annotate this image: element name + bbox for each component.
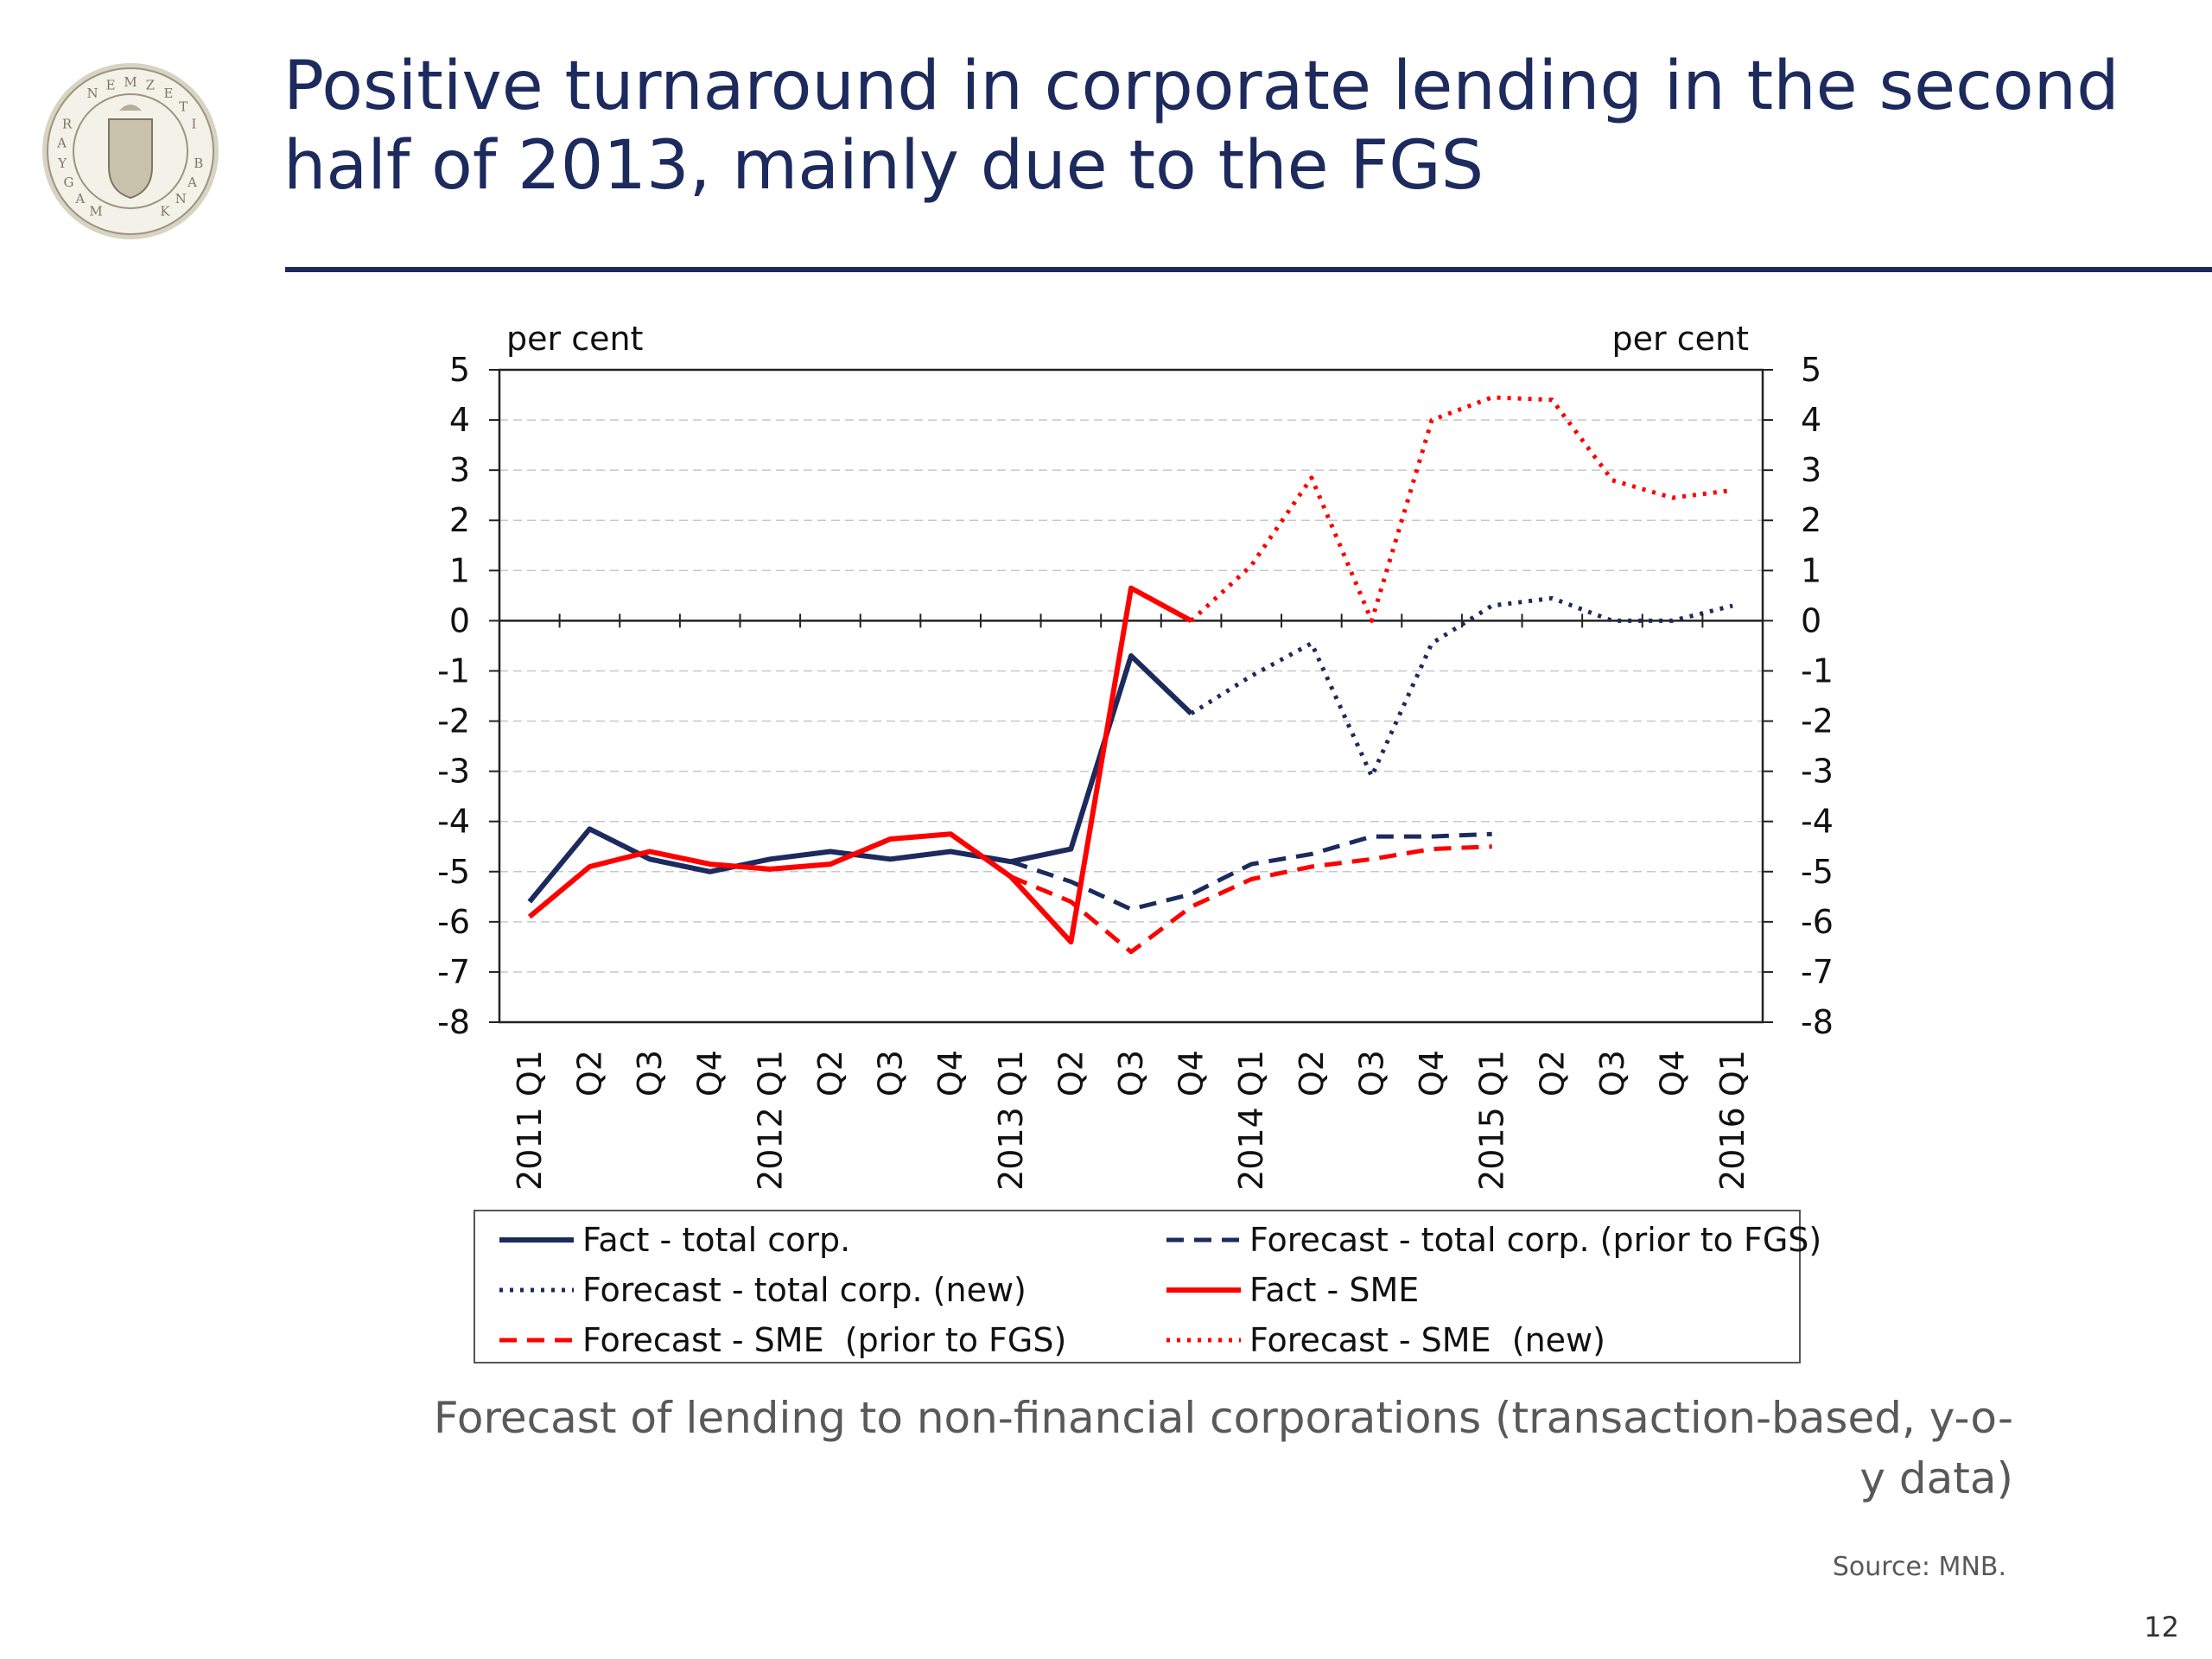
x-tick-label: Q4 <box>1413 1050 1451 1096</box>
legend-item: Forecast - total corp. (new) <box>498 1268 1027 1312</box>
y-tick-label-left: 3 <box>449 451 470 489</box>
series-line-1 <box>1010 831 1492 912</box>
y-tick-label-left: 4 <box>449 401 470 439</box>
y-tick-label-left: -5 <box>437 853 470 891</box>
x-tick-label: Q4 <box>1173 1050 1211 1096</box>
y-tick-label-right: -5 <box>1801 853 1834 891</box>
series-line-4 <box>1009 844 1492 955</box>
series-line-5 <box>1189 395 1733 623</box>
x-tick-label: Q3 <box>1593 1050 1631 1096</box>
series-line-3 <box>527 585 1193 945</box>
legend-item: Forecast - SME (new) <box>1165 1319 1605 1362</box>
y-tick-label-left: 5 <box>449 351 470 389</box>
x-tick-label: 2014 Q1 <box>1232 1050 1270 1191</box>
y-tick-label-left: -1 <box>437 652 470 690</box>
x-tick-label: Q4 <box>691 1050 729 1096</box>
legend-label: Forecast - SME (new) <box>1249 1321 1605 1359</box>
legend-label: Fact - SME <box>1249 1271 1420 1309</box>
x-tick-label: 2013 Q1 <box>992 1050 1030 1191</box>
legend-swatch <box>499 1287 574 1293</box>
y-tick-label-left: -7 <box>437 953 470 991</box>
slide-title: Positive turnaround in corporate lending… <box>283 48 2120 205</box>
plot-frame <box>498 368 1764 1024</box>
x-tick-label: Q2 <box>1293 1050 1331 1096</box>
page-number: 12 <box>2144 1611 2179 1643</box>
x-tick-label: Q2 <box>811 1050 849 1096</box>
legend-swatch <box>499 1237 574 1243</box>
y-tick-label-right: -7 <box>1801 953 1834 991</box>
x-tick-label: Q3 <box>1352 1050 1390 1096</box>
y-tick-label-left: -6 <box>437 903 470 941</box>
x-tick-label: Q4 <box>931 1050 969 1096</box>
y-tick-label-right: 3 <box>1801 451 1821 489</box>
x-tick-label: Q2 <box>1052 1050 1090 1096</box>
legend-item: Fact - SME <box>1165 1268 1419 1312</box>
legend-item: Forecast - total corp. (prior to FGS) <box>1165 1218 1821 1262</box>
y-axis-label-left: per cent <box>506 320 643 358</box>
legend-swatch <box>499 1338 574 1343</box>
y-tick-label-right: -6 <box>1801 903 1834 941</box>
y-tick-label-left: 0 <box>449 601 470 639</box>
x-tick-label: Q3 <box>1112 1050 1150 1096</box>
x-tick-label: 2016 Q1 <box>1713 1050 1751 1191</box>
chart-caption: Forecast of lending to non-financial cor… <box>433 1393 2013 1503</box>
legend-label: Forecast - total corp. (prior to FGS) <box>1249 1221 1822 1259</box>
x-tick-label: 2015 Q1 <box>1473 1050 1511 1191</box>
legend-item: Fact - total corp. <box>498 1218 850 1262</box>
legend-swatch <box>1166 1287 1241 1293</box>
legend-item: Forecast - SME (prior to FGS) <box>498 1319 1066 1362</box>
x-tick-label: Q2 <box>570 1050 608 1096</box>
series-line-0 <box>527 653 1193 904</box>
y-tick-label-right: -1 <box>1801 652 1834 690</box>
chart-legend: Fact - total corp. Forecast - total corp.… <box>474 1210 1821 1363</box>
y-tick-label-left: 2 <box>449 501 470 539</box>
y-tick-label-left: 1 <box>449 551 470 589</box>
x-tick-label: Q2 <box>1533 1050 1571 1096</box>
y-tick-label-right: -4 <box>1801 803 1834 841</box>
legend-label: Fact - total corp. <box>582 1221 851 1259</box>
y-tick-label-left: -4 <box>437 803 470 841</box>
y-axis-label-right: per cent <box>1612 320 1749 358</box>
y-tick-label-right: -3 <box>1801 753 1834 791</box>
y-tick-label-left: -8 <box>437 1003 470 1041</box>
x-tick-label: Q4 <box>1654 1050 1692 1096</box>
y-tick-label-left: -3 <box>437 753 470 791</box>
y-tick-label-right: 1 <box>1801 551 1821 589</box>
x-tick-label: 2012 Q1 <box>751 1050 789 1191</box>
legend-label: Forecast - SME (prior to FGS) <box>582 1321 1067 1359</box>
x-tick-label: 2011 Q1 <box>511 1050 549 1191</box>
x-tick-label: Q3 <box>631 1050 669 1096</box>
series-line-2 <box>1190 595 1733 779</box>
x-tick-label: Q3 <box>872 1050 910 1096</box>
y-tick-label-left: -2 <box>437 702 470 741</box>
y-tick-label-right: 0 <box>1801 601 1821 639</box>
title-divider <box>285 267 2212 272</box>
y-tick-label-right: -2 <box>1801 702 1834 741</box>
y-tick-label-right: 5 <box>1801 351 1821 389</box>
source-note: Source: MNB. <box>1832 1552 2006 1582</box>
y-tick-label-right: 2 <box>1801 501 1821 539</box>
y-tick-label-right: 4 <box>1801 401 1821 439</box>
legend-swatch <box>1166 1338 1241 1343</box>
legend-swatch <box>1166 1237 1241 1243</box>
legend-label: Forecast - total corp. (new) <box>582 1271 1027 1309</box>
y-tick-label-right: -8 <box>1801 1003 1834 1041</box>
